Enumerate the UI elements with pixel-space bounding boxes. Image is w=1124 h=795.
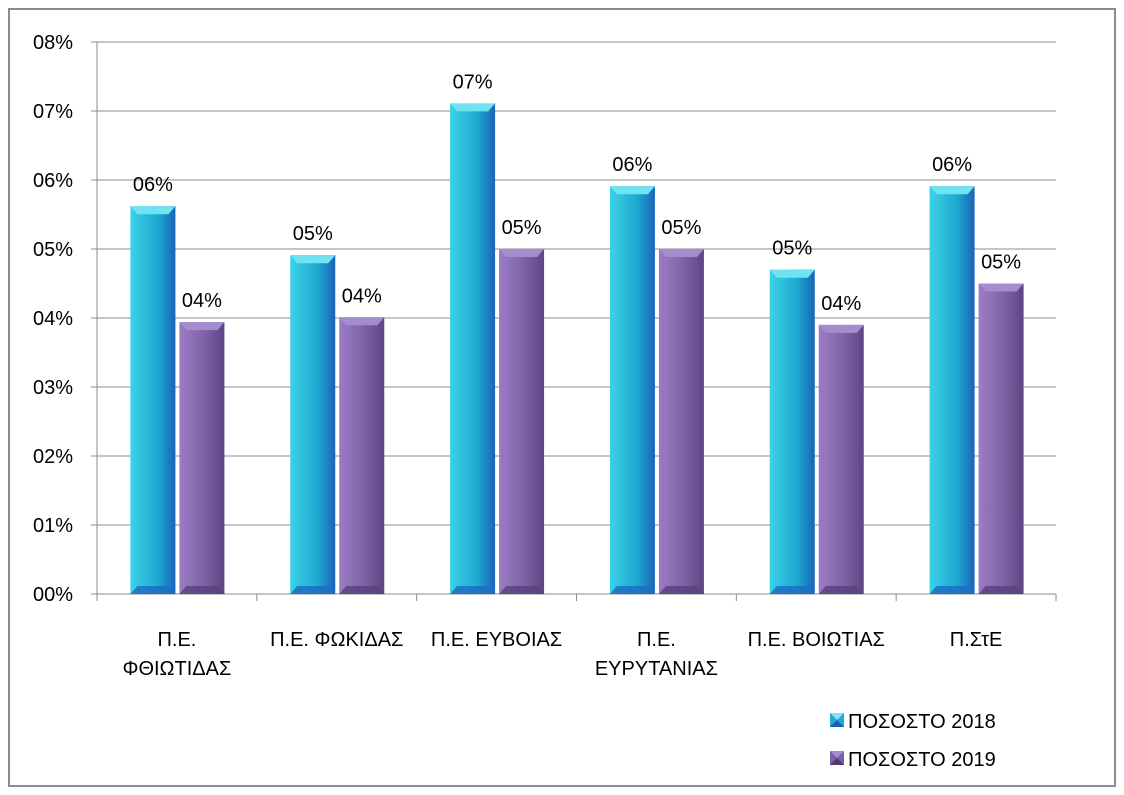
y-tick-label: 05% xyxy=(33,239,73,261)
bar-2019 xyxy=(659,249,704,594)
x-category-label: Π.Ε. xyxy=(637,629,676,651)
bar-2019 xyxy=(979,284,1024,595)
bar-base xyxy=(499,586,544,594)
legend-label: ΠΟΣΟΣΤΟ 2019 xyxy=(848,749,996,771)
gridlines xyxy=(91,42,1056,594)
bar-cap xyxy=(499,249,544,257)
data-label: 04% xyxy=(821,293,861,315)
bar-cap xyxy=(819,325,864,333)
bar-base xyxy=(450,586,495,594)
data-labels: 06% 04% 05% 04% 07% 05% 06% 05% 05% 04% 06% 05% xyxy=(133,71,1021,314)
y-tick-label: 02% xyxy=(33,446,73,468)
data-label: 05% xyxy=(772,238,812,260)
data-label: 05% xyxy=(293,223,333,245)
data-label: 05% xyxy=(981,252,1021,274)
legend-swatch-2019 xyxy=(830,751,844,765)
bar-cap xyxy=(770,270,815,278)
y-tick-label: 00% xyxy=(33,584,73,606)
legend-label: ΠΟΣΟΣΤΟ 2018 xyxy=(848,711,996,733)
bar-cap xyxy=(610,186,655,194)
x-category-label: Π.Ε. ΕΥΒΟΙΑΣ xyxy=(431,629,562,651)
data-label: 07% xyxy=(453,71,493,93)
data-label: 06% xyxy=(932,154,972,176)
x-category-label: Π.Ε. ΦΩΚΙΔΑΣ xyxy=(270,629,403,651)
bar-cap xyxy=(659,249,704,257)
data-label: 04% xyxy=(342,285,382,307)
legend-swatch-2018 xyxy=(830,713,844,727)
bars xyxy=(130,103,1023,594)
bar-base xyxy=(339,586,384,594)
bar-cap xyxy=(450,103,495,111)
bar-base xyxy=(610,586,655,594)
x-category-label: ΦΘΙΩΤΙΔΑΣ xyxy=(122,658,231,680)
bar-base xyxy=(979,586,1024,594)
bar-2018 xyxy=(770,270,815,594)
data-label: 06% xyxy=(133,174,173,196)
bar-2019 xyxy=(819,325,864,594)
y-tick-label: 07% xyxy=(33,101,73,123)
y-tick-label: 04% xyxy=(33,308,73,330)
bar-base xyxy=(130,586,175,594)
bar-cap xyxy=(339,317,384,325)
bar-cap xyxy=(179,322,224,330)
x-category-label: Π.ΣτΕ xyxy=(950,629,1003,651)
bar-base xyxy=(930,586,975,594)
data-label: 04% xyxy=(182,290,222,312)
bar-2018 xyxy=(450,103,495,594)
data-label: 06% xyxy=(612,154,652,176)
legend: ΠΟΣΟΣΤΟ 2018 ΠΟΣΟΣΤΟ 2019 xyxy=(830,711,996,771)
bar-2019 xyxy=(499,249,544,594)
bar-base xyxy=(770,586,815,594)
bar-cap xyxy=(930,186,975,194)
x-category-label: Π.Ε. ΒΟΙΩΤΙΑΣ xyxy=(748,629,885,651)
bar-base xyxy=(659,586,704,594)
y-tick-label: 01% xyxy=(33,515,73,537)
bar-base xyxy=(819,586,864,594)
bar-2019 xyxy=(339,317,384,594)
bar-2018 xyxy=(130,206,175,594)
bar-base xyxy=(290,586,335,594)
bar-cap xyxy=(290,255,335,263)
y-tick-label: 08% xyxy=(33,32,73,54)
bar-2018 xyxy=(610,186,655,594)
bar-cap xyxy=(130,206,175,214)
data-label: 05% xyxy=(502,217,542,239)
bar-cap xyxy=(979,284,1024,292)
bar-base xyxy=(179,586,224,594)
x-category-label: ΕΥΡΥΤΑΝΙΑΣ xyxy=(595,658,718,680)
bar-2019 xyxy=(179,322,224,594)
bar-2018 xyxy=(290,255,335,594)
bar-2018 xyxy=(930,186,975,594)
y-tick-label: 03% xyxy=(33,377,73,399)
y-tick-label: 06% xyxy=(33,170,73,192)
data-label: 05% xyxy=(661,217,701,239)
x-axis-labels: Π.Ε. ΦΘΙΩΤΙΔΑΣ Π.Ε. ΦΩΚΙΔΑΣ Π.Ε. ΕΥΒΟΙΑΣ Π.Ε… xyxy=(122,629,1002,680)
x-category-label: Π.Ε. xyxy=(157,629,196,651)
